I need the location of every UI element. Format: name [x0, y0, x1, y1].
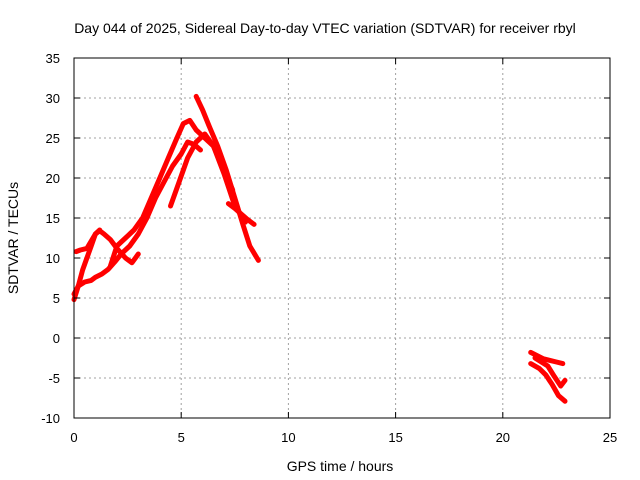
chart-title: Day 044 of 2025, Sidereal Day-to-day VTE…	[74, 20, 576, 36]
y-tick-label: -10	[41, 411, 60, 426]
x-tick-label: 0	[70, 430, 77, 445]
x-axis-label: GPS time / hours	[287, 458, 394, 474]
y-tick-label: 5	[53, 291, 60, 306]
y-tick-label: 0	[53, 331, 60, 346]
series-track-3	[71, 227, 103, 303]
ticks: 0 5 10 15 20 25 -10 -5 0 5 10 15 20 25 30 35	[41, 51, 617, 445]
x-tick-label: 5	[178, 430, 185, 445]
series-track-1	[71, 139, 203, 297]
series-track-2	[73, 228, 141, 266]
grid	[74, 58, 610, 418]
series-track-5	[168, 131, 236, 209]
x-tick-label: 20	[496, 430, 510, 445]
data-series	[71, 93, 568, 404]
x-tick-label: 15	[388, 430, 402, 445]
y-axis-label: SDTVAR / TECUs	[5, 182, 21, 294]
series-track-6	[193, 93, 261, 263]
y-tick-label: 30	[46, 91, 60, 106]
y-tick-label: 10	[46, 251, 60, 266]
series-track-9	[528, 361, 568, 404]
series-track-10	[532, 355, 568, 389]
y-tick-label: 20	[46, 171, 60, 186]
series-track-8	[528, 349, 566, 367]
series-track-7	[225, 201, 257, 227]
y-tick-label: 35	[46, 51, 60, 66]
y-tick-label: 25	[46, 131, 60, 146]
plot-frame	[73, 57, 611, 419]
x-tick-label: 25	[603, 430, 617, 445]
x-tick-label: 10	[281, 430, 295, 445]
y-tick-label: -5	[48, 371, 60, 386]
y-tick-label: 15	[46, 211, 60, 226]
